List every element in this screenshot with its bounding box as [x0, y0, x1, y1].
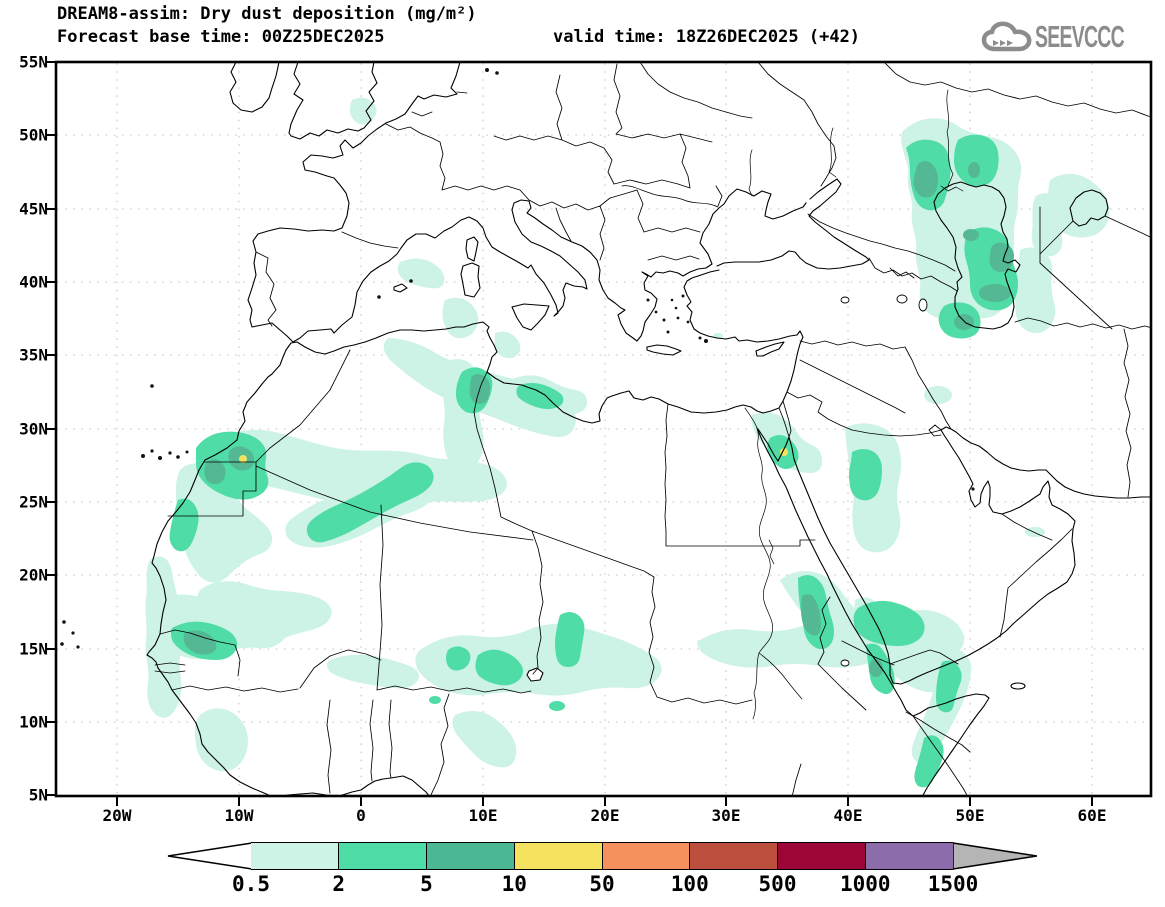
lon-tickmark	[847, 797, 849, 806]
lat-tickmark	[47, 721, 56, 723]
colorbar-labels: 0.5 2 5 10 50 100 500 1000 1500	[165, 872, 1037, 898]
colorbar-tick-label: 2	[332, 872, 346, 896]
lat-tickmark	[47, 134, 56, 136]
lat-tick-label: 20N	[19, 565, 48, 585]
lon-tickmark	[725, 797, 727, 806]
dust-layer-low	[145, 97, 1110, 772]
lat-tick-label: 40N	[19, 272, 48, 292]
lat-tick-label: 15N	[19, 639, 48, 659]
forecast-base-time: Forecast base time: 00Z25DEC2025	[57, 27, 385, 47]
colorbar-overflow-arrow	[953, 842, 1037, 870]
country-borders	[154, 63, 1150, 796]
cloud-icon	[982, 21, 1032, 52]
lakes	[840, 294, 928, 667]
colorbar-segment	[425, 843, 514, 869]
lon-tick-label: 50E	[955, 806, 985, 825]
dust-layer-high	[183, 161, 1014, 677]
colorbar-segments	[251, 842, 953, 870]
logo-text: SEEVCCC	[1035, 19, 1125, 54]
lon-tick-label: 0	[356, 806, 366, 825]
lat-tickmark	[47, 61, 56, 63]
coastlines	[146, 63, 1150, 796]
valid-time: valid time: 18Z26DEC2025 (+42)	[553, 27, 861, 47]
small-islands	[60, 68, 975, 649]
lat-tick-label: 35N	[19, 345, 48, 365]
colorbar-underflow-arrow	[167, 842, 253, 870]
colorbar-segment	[337, 843, 426, 869]
map-frame	[54, 60, 1153, 798]
lat-tickmark	[47, 428, 56, 430]
colorbar-legend: 0.5 2 5 10 50 100 500 1000 1500	[165, 842, 1037, 900]
colorbar-tick-label: 100	[670, 872, 709, 896]
lat-tick-label: 45N	[19, 199, 48, 219]
colorbar-tick-label: 5	[420, 872, 433, 896]
colorbar-tick-label: 1000	[839, 872, 891, 896]
lon-tick-label: 10W	[224, 806, 254, 825]
colorbar-segment	[601, 843, 690, 869]
lon-tickmark	[1091, 797, 1093, 806]
lat-tickmark	[47, 648, 56, 650]
colorbar-tick-label: 10	[501, 872, 527, 896]
lon-tick-label: 10E	[468, 806, 498, 825]
colorbar-tick-label: 1500	[927, 872, 979, 896]
lat-tick-label: 5N	[28, 785, 48, 805]
lat-tick-label: 30N	[19, 419, 48, 439]
lon-tick-label: 60E	[1077, 806, 1107, 825]
rivers	[621, 89, 964, 720]
seevccc-logo: SEEVCCC	[981, 20, 1159, 54]
colorbar-tick-label: 50	[589, 872, 615, 896]
lat-tickmark	[47, 208, 56, 210]
colorbar-segment	[513, 843, 602, 869]
lat-tickmark	[47, 354, 56, 356]
lon-tick-label: 20E	[590, 806, 620, 825]
lat-tick-label: 25N	[19, 492, 48, 512]
lon-tickmark	[116, 797, 118, 806]
lat-tick-label: 10N	[19, 712, 48, 732]
colorbar-tick-label: 0.5	[232, 872, 270, 896]
lon-tick-label: 30E	[711, 806, 741, 825]
lon-tickmark	[969, 797, 971, 806]
lon-tickmark	[238, 797, 240, 806]
lon-tickmark	[482, 797, 484, 806]
page-title: DREAM8-assim: Dry dust deposition (mg/m²…	[57, 4, 477, 24]
colorbar-segment	[777, 843, 866, 869]
colorbar-segment	[689, 843, 778, 869]
lon-tick-label: 40E	[833, 806, 863, 825]
lat-tickmark	[47, 794, 56, 796]
lat-tickmark	[47, 574, 56, 576]
colorbar-segment	[251, 843, 338, 869]
lon-tickmark	[604, 797, 606, 806]
lat-tick-label: 55N	[19, 52, 48, 72]
lat-tickmark	[47, 281, 56, 283]
lon-tick-label: 20W	[102, 806, 132, 825]
colorbar-segment	[865, 843, 953, 869]
lon-tickmark	[360, 797, 362, 806]
colorbar-tick-label: 500	[758, 872, 797, 896]
lat-tick-label: 50N	[19, 125, 48, 145]
lat-tickmark	[47, 501, 56, 503]
